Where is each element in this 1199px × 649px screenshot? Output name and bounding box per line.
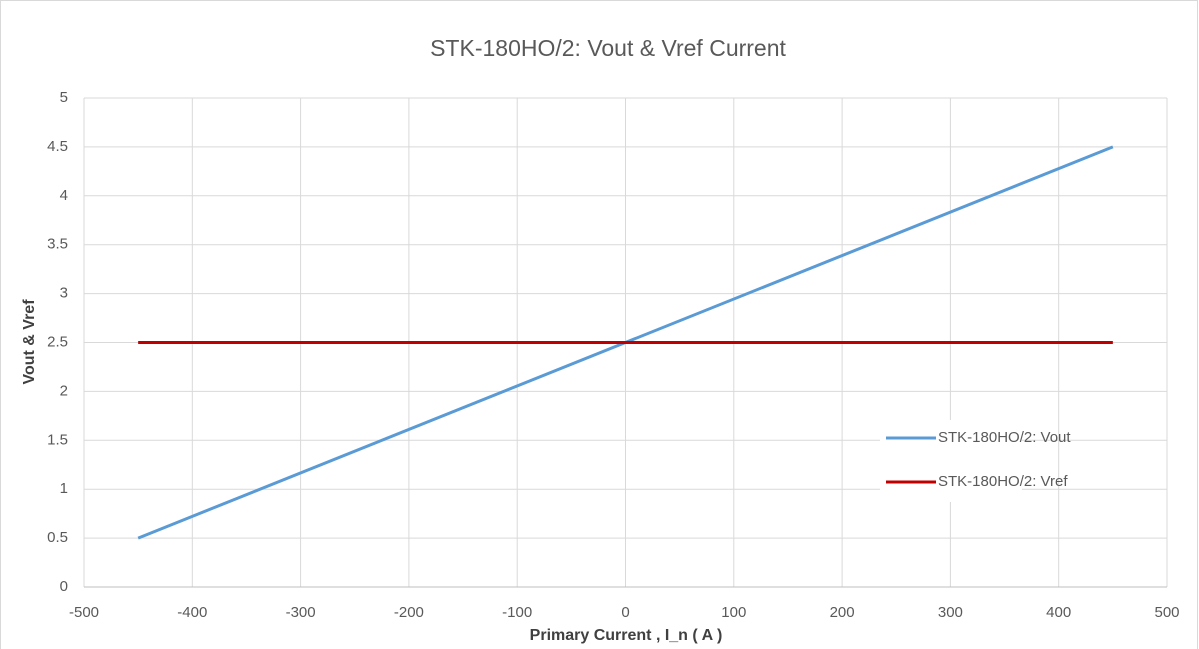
y-tick-label: 2 [60, 382, 68, 399]
x-tick-label: 0 [621, 604, 629, 621]
x-axis-title: Primary Current , I_n ( A ) [530, 627, 723, 644]
x-tick-label: -500 [69, 604, 99, 621]
x-tick-label: -300 [286, 604, 316, 621]
x-tick-label: 300 [938, 604, 963, 621]
y-tick-label: 0 [60, 578, 68, 595]
x-tick-label: 100 [721, 604, 746, 621]
x-tick-label: -400 [177, 604, 207, 621]
y-tick-label: 0.5 [47, 529, 68, 546]
y-tick-label: 5 [60, 89, 68, 106]
y-tick-label: 3.5 [47, 236, 68, 253]
x-tick-label: -200 [394, 604, 424, 621]
legend-label: STK-180HO/2: Vref [938, 473, 1068, 490]
y-tick-label: 4.5 [47, 138, 68, 155]
x-tick-label: 400 [1046, 604, 1071, 621]
x-tick-label: -100 [502, 604, 532, 621]
y-axis-title: Vout & Vref [21, 299, 38, 385]
y-tick-label: 1 [60, 480, 68, 497]
y-tick-label: 1.5 [47, 431, 68, 448]
legend-label: STK-180HO/2: Vout [938, 429, 1071, 446]
chart-title: STK-180HO/2: Vout & Vref Current [430, 35, 786, 61]
y-tick-label: 2.5 [47, 333, 68, 350]
y-tick-label: 3 [60, 285, 68, 302]
x-tick-label: 500 [1154, 604, 1179, 621]
x-tick-label: 200 [830, 604, 855, 621]
y-tick-label: 4 [60, 187, 68, 204]
legend-box [880, 420, 1022, 502]
